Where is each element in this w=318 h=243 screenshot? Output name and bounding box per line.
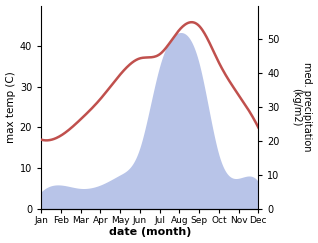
X-axis label: date (month): date (month) <box>108 227 191 237</box>
Y-axis label: med. precipitation
(kg/m2): med. precipitation (kg/m2) <box>291 62 313 152</box>
Y-axis label: max temp (C): max temp (C) <box>5 71 16 143</box>
